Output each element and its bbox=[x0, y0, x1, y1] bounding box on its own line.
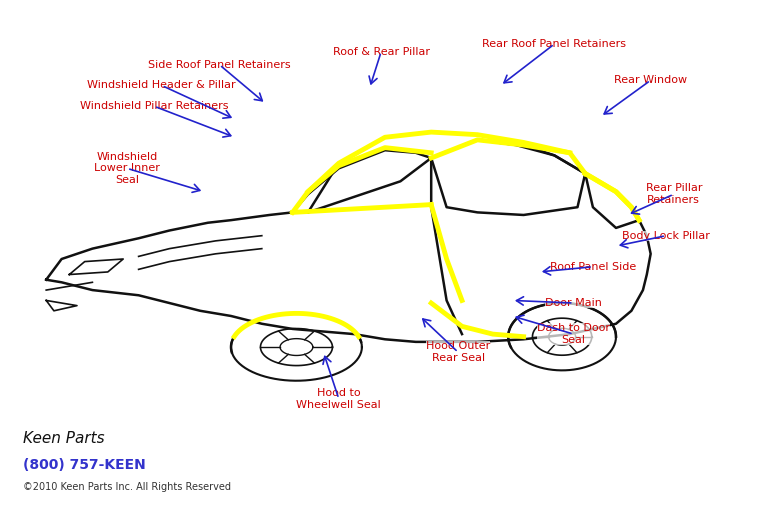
Text: Body Lock Pillar: Body Lock Pillar bbox=[622, 231, 710, 241]
Text: Dash to Door
Seal: Dash to Door Seal bbox=[537, 323, 610, 345]
Text: Rear Window: Rear Window bbox=[614, 75, 687, 85]
Text: Windshield Pillar Retainers: Windshield Pillar Retainers bbox=[80, 101, 228, 111]
Text: Windshield Header & Pillar: Windshield Header & Pillar bbox=[87, 80, 236, 91]
Text: Windshield
Lower Inner
Seal: Windshield Lower Inner Seal bbox=[94, 152, 160, 185]
Text: Roof Panel Side: Roof Panel Side bbox=[550, 262, 636, 272]
Text: Door Main: Door Main bbox=[545, 298, 602, 308]
Text: Rear Pillar
Retainers: Rear Pillar Retainers bbox=[645, 183, 702, 205]
Text: Hood to
Wheelwell Seal: Hood to Wheelwell Seal bbox=[296, 388, 381, 410]
Text: Keen Parts: Keen Parts bbox=[23, 431, 105, 446]
Text: (800) 757-KEEN: (800) 757-KEEN bbox=[23, 458, 146, 472]
Text: Hood Outer
Rear Seal: Hood Outer Rear Seal bbox=[426, 341, 490, 363]
Text: Roof & Rear Pillar: Roof & Rear Pillar bbox=[333, 47, 430, 57]
Text: Rear Roof Panel Retainers: Rear Roof Panel Retainers bbox=[482, 39, 627, 49]
Text: ©2010 Keen Parts Inc. All Rights Reserved: ©2010 Keen Parts Inc. All Rights Reserve… bbox=[23, 482, 231, 492]
Text: Side Roof Panel Retainers: Side Roof Panel Retainers bbox=[148, 60, 291, 70]
